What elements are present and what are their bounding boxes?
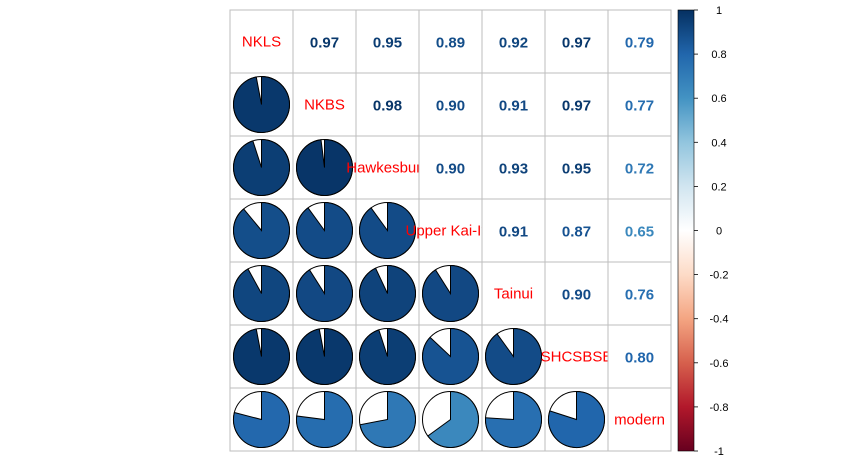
- coefficient-label: 0.89: [436, 35, 465, 52]
- pie-slice: [485, 390, 542, 448]
- pie-slice: [422, 264, 479, 322]
- pie-slice: [359, 390, 417, 448]
- coefficient-label: 0.95: [562, 161, 591, 178]
- colorbar-tick-label: 0.4: [711, 137, 726, 149]
- coefficient-label: 0.97: [562, 98, 591, 115]
- cell-1-4: [481, 72, 546, 137]
- pie-slice: [485, 327, 542, 385]
- coefficient-label: 0.65: [625, 224, 654, 241]
- cell-3-3: [418, 198, 483, 263]
- cell-0-1: [292, 9, 357, 74]
- colorbar-gradient: [678, 10, 694, 451]
- colorbar-tick-label: 1: [716, 5, 722, 17]
- coefficient-label: 0.90: [436, 98, 465, 115]
- pie-slice: [233, 138, 290, 196]
- pie-slice: [422, 327, 479, 385]
- pie-slice: [233, 201, 290, 259]
- pie-slice: [296, 264, 353, 322]
- pie-slice: [296, 390, 353, 448]
- coefficient-label: 0.91: [499, 98, 528, 115]
- coefficient-label: 0.98: [373, 98, 402, 115]
- colorbar-tick-label: 0.8: [711, 49, 726, 61]
- cell-1-5: [544, 72, 609, 137]
- coefficient-label: 0.92: [499, 35, 528, 52]
- cell-4-4: [481, 261, 546, 326]
- cell-0-5: [544, 9, 609, 74]
- cell-0-0: [229, 9, 294, 74]
- coefficient-label: 0.93: [499, 161, 528, 178]
- cell-2-3: [418, 135, 483, 200]
- cell-1-2: [355, 72, 420, 137]
- pie-slice: [548, 390, 605, 448]
- pie-slice: [233, 264, 290, 322]
- coefficient-label: 0.90: [562, 287, 591, 304]
- cell-6-6: [607, 387, 672, 452]
- coefficient-label: 0.80: [625, 350, 654, 367]
- cell-1-6: [607, 72, 672, 137]
- pie-slice: [296, 327, 354, 385]
- cell-5-6: [607, 324, 672, 389]
- pie-slice: [296, 138, 353, 196]
- coefficient-label: 0.97: [310, 35, 339, 52]
- colorbar: 1 0.8 0.6 0.4 0.2 0 -0.2 -0.4 -0.6 -0.8 -1: [677, 5, 729, 458]
- diagonal-label: Upper Kai-Iwi: [405, 223, 495, 240]
- colorbar-tick-label: -1: [714, 446, 724, 458]
- colorbar-tick-label: -0.2: [710, 270, 729, 282]
- cell-2-2: [355, 135, 420, 200]
- colorbar-tick-label: 0.2: [711, 181, 726, 193]
- cell-2-4: [481, 135, 546, 200]
- coefficient-label: 0.76: [625, 287, 654, 304]
- diagonal-label: SHCSBSB: [541, 349, 613, 366]
- cell-3-4: [481, 198, 546, 263]
- cell-0-2: [355, 9, 420, 74]
- pie-slice: [359, 201, 416, 259]
- pie-slice: [233, 327, 291, 385]
- diagonal-label: Hawkesbury: [346, 160, 429, 177]
- coefficient-label: 0.79: [625, 35, 654, 52]
- coefficient-label: 0.97: [562, 35, 591, 52]
- pie-slice: [296, 201, 353, 259]
- cell-1-1: [292, 72, 357, 137]
- coefficient-label: 0.91: [499, 224, 528, 241]
- colorbar-tick-label: -0.4: [710, 314, 729, 326]
- coefficient-label: 0.95: [373, 35, 402, 52]
- colorbar-tick-label: 0: [716, 226, 722, 238]
- diagonal-label: Tainui: [494, 286, 533, 303]
- coefficient-label: 0.77: [625, 98, 654, 115]
- coefficient-label: 0.90: [436, 161, 465, 178]
- pie-slice: [233, 75, 291, 133]
- diagonal-label: modern: [614, 412, 665, 429]
- coefficient-label: 0.72: [625, 161, 654, 178]
- colorbar-tick-label: 0.6: [711, 93, 726, 105]
- pie-slice: [427, 390, 479, 448]
- cell-0-3: [418, 9, 483, 74]
- colorbar-tick-label: -0.6: [710, 358, 729, 370]
- matrix-cells: NKLS 0.97 0.95 0.89 0.92 0.97 0.79 NKBS 0.98 0.90…: [229, 9, 672, 452]
- coefficient-label: 0.87: [562, 224, 591, 241]
- diagonal-label: NKBS: [304, 97, 345, 114]
- cell-4-5: [544, 261, 609, 326]
- pie-slice: [359, 264, 416, 322]
- colorbar-tick-label: -0.8: [710, 402, 729, 414]
- pie-slice: [359, 327, 416, 385]
- pie-slice: [233, 390, 290, 448]
- cell-2-6: [607, 135, 672, 200]
- diagonal-label: NKLS: [242, 34, 281, 51]
